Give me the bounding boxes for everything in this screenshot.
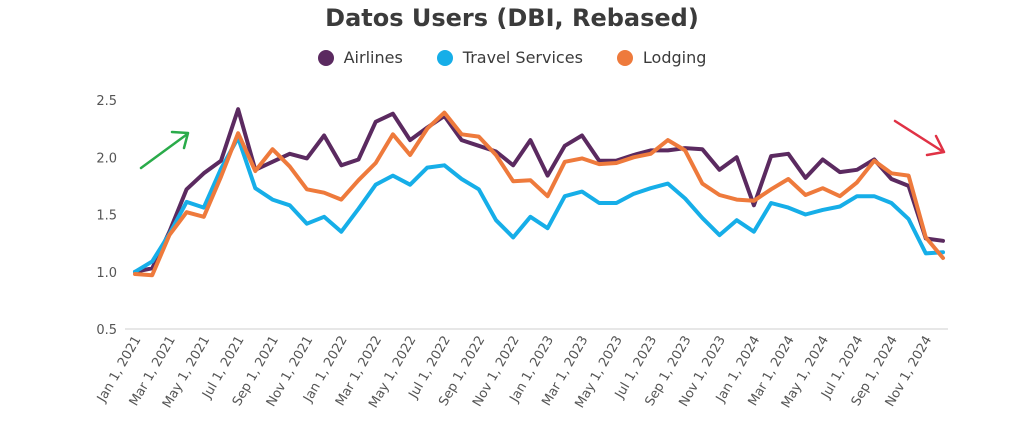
y-tick-label: 2.5 — [96, 94, 117, 109]
legend: Airlines Travel Services Lodging — [0, 48, 1024, 67]
red-arrow-head — [925, 134, 946, 157]
series-line-airlines — [133, 107, 945, 274]
green-arrow-shaft — [139, 133, 188, 170]
y-tick-label: 1.0 — [96, 266, 117, 281]
chart-title: Datos Users (DBI, Rebased) — [325, 4, 699, 32]
legend-label-lodging: Lodging — [642, 48, 707, 67]
series-line-travel-services — [133, 135, 945, 274]
y-tick-label: 1.5 — [96, 209, 117, 224]
y-tick-label: 0.5 — [96, 323, 117, 338]
red-arrow-shaft — [893, 119, 944, 153]
legend-item-airlines: Airlines — [317, 48, 403, 67]
legend-marker-airlines — [317, 49, 334, 66]
series-line-lodging — [133, 110, 945, 278]
green-arrow-head — [170, 130, 190, 150]
legend-marker-travel-services — [436, 49, 453, 66]
y-tick-label: 2.0 — [96, 151, 117, 166]
legend-item-lodging: Lodging — [616, 48, 707, 67]
legend-label-travel-services: Travel Services — [462, 48, 583, 67]
legend-item-travel-services: Travel Services — [436, 48, 583, 67]
legend-marker-lodging — [616, 49, 633, 66]
legend-label-airlines: Airlines — [343, 48, 403, 67]
